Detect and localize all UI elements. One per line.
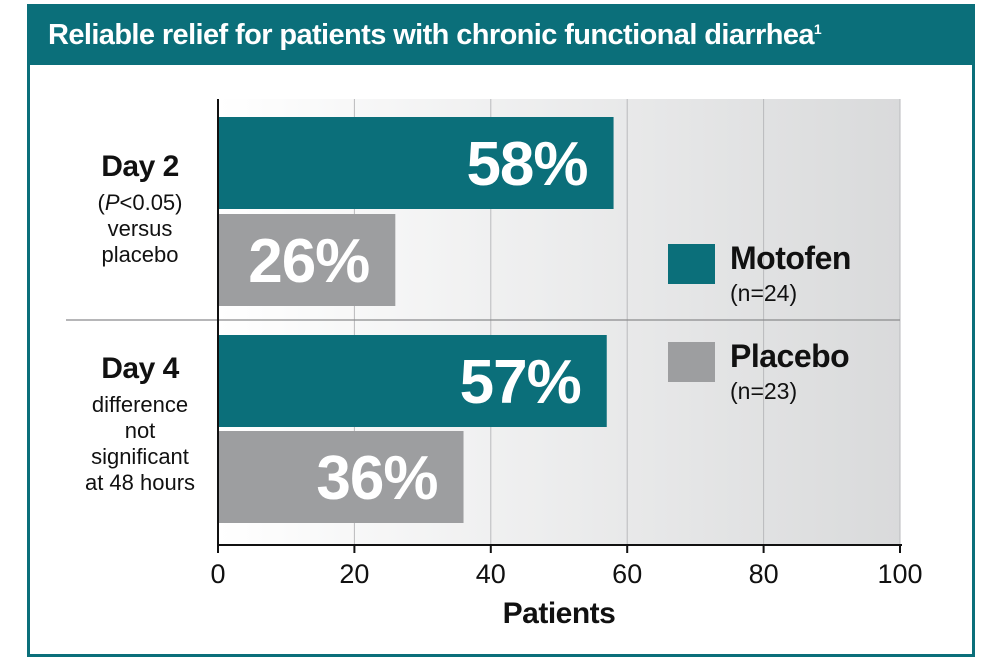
- legend-label: Placebo: [730, 338, 850, 374]
- bar-placebo-day-4: [218, 431, 464, 523]
- bar-motofen-day-2: [218, 117, 614, 209]
- x-tick-label: 0: [210, 559, 225, 589]
- category-title: Day 4: [101, 352, 179, 385]
- bar-value-label: 58%: [466, 130, 587, 199]
- x-tick-label: 20: [339, 559, 369, 589]
- category-note: not: [124, 418, 156, 443]
- legend-sample-size: (n=23): [730, 378, 798, 404]
- x-tick-label: 60: [612, 559, 642, 589]
- footnote-marker: 1: [813, 21, 822, 37]
- chart-header: Reliable relief for patients with chroni…: [30, 7, 972, 65]
- category-note: placebo: [101, 242, 179, 267]
- bar-value-label: 26%: [248, 227, 369, 296]
- category-note: at 48 hours: [84, 470, 196, 495]
- bar-value-label: 57%: [460, 348, 581, 417]
- x-tick-label: 80: [749, 559, 779, 589]
- legend-swatch-placebo: [668, 342, 715, 382]
- x-tick-label: 100: [877, 559, 922, 589]
- bar-value-label: 36%: [316, 444, 437, 513]
- category-note: difference: [91, 392, 189, 417]
- legend-swatch-motofen: [668, 244, 715, 284]
- legend-label: Motofen: [730, 240, 851, 276]
- chart-title: Reliable relief for patients with chroni…: [48, 19, 822, 51]
- category-label-day-2: Day 2 (P<0.05) versus placebo: [62, 150, 218, 268]
- category-note: versus: [107, 216, 173, 241]
- x-tick-label: 40: [476, 559, 506, 589]
- category-label-day-4: Day 4 difference not significant at 48 h…: [62, 352, 218, 496]
- category-note: significant: [91, 444, 189, 469]
- category-title: Day 2: [101, 150, 179, 183]
- bar-motofen-day-4: [218, 335, 607, 427]
- legend-sample-size: (n=24): [730, 280, 798, 306]
- x-axis-title: Patients: [503, 597, 616, 630]
- category-note: (P<0.05): [97, 190, 183, 215]
- bar-placebo-day-2: [218, 214, 396, 306]
